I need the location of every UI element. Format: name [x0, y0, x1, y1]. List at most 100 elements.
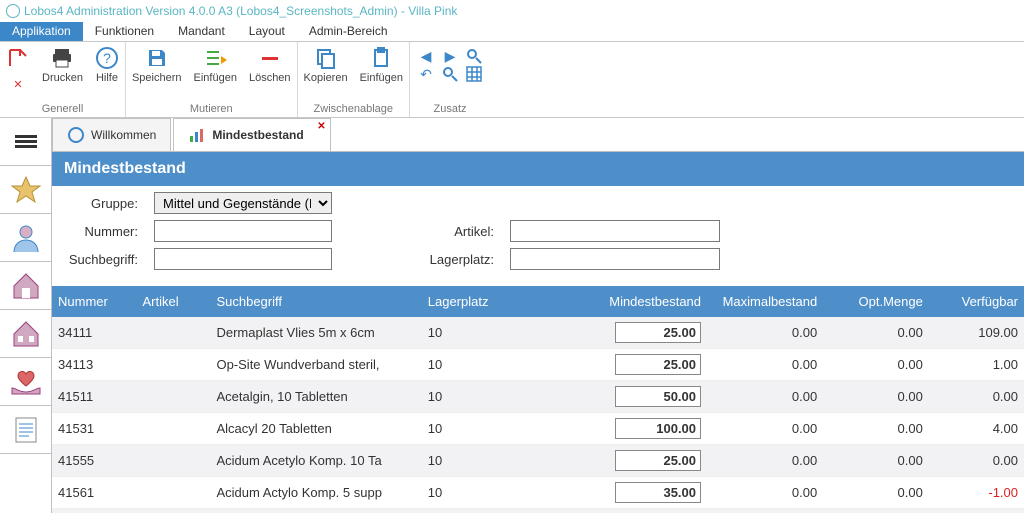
- lagerplatz-input[interactable]: [510, 248, 720, 270]
- loeschen-button[interactable]: Löschen: [249, 46, 291, 84]
- einfuegen-label: Einfügen: [194, 72, 237, 84]
- mindest-input[interactable]: 25.00: [615, 322, 701, 343]
- prev-icon[interactable]: ◀: [418, 48, 434, 64]
- ribbon-export-icon[interactable]: ✕: [6, 46, 30, 96]
- rail-hands[interactable]: [0, 358, 51, 406]
- artikel-input[interactable]: [510, 220, 720, 242]
- grid-icon[interactable]: [466, 66, 482, 82]
- insert-icon: [203, 46, 227, 70]
- menu-layout[interactable]: Layout: [237, 22, 297, 41]
- hamburger-button[interactable]: [0, 118, 51, 166]
- undo-icon[interactable]: ↶: [418, 66, 434, 82]
- zoom-alt-icon[interactable]: [442, 66, 458, 82]
- speichern-label: Speichern: [132, 72, 182, 84]
- table-row[interactable]: 41571Spasmo-Cibalgin 5 Supp.100.000.000.…: [52, 509, 1024, 513]
- cell-artikel: [137, 477, 211, 509]
- col-artikel[interactable]: Artikel: [137, 286, 211, 317]
- col-lagerplatz[interactable]: Lagerplatz: [422, 286, 580, 317]
- ribbon-group-zwischenablage-label: Zwischenablage: [304, 103, 403, 115]
- tab-willkommen[interactable]: Willkommen: [52, 118, 171, 151]
- rail-star[interactable]: [0, 166, 51, 214]
- gruppe-label: Gruppe:: [60, 196, 138, 211]
- grid-header-row: Nummer Artikel Suchbegriff Lagerplatz Mi…: [52, 286, 1024, 317]
- cell-suchbegriff: Acidum Actylo Komp. 5 supp: [210, 477, 421, 509]
- cell-verfuegbar: 1.00: [929, 349, 1024, 381]
- cell-maximal: 0.00: [707, 413, 823, 445]
- main-area: Willkommen Mindestbestand ✕ Mindestbesta…: [0, 118, 1024, 513]
- cell-lagerplatz: 10: [422, 413, 580, 445]
- col-optmenge[interactable]: Opt.Menge: [823, 286, 929, 317]
- mindest-input[interactable]: 25.00: [615, 450, 701, 471]
- cell-nummer: 41561: [52, 477, 137, 509]
- app-logo-icon: [6, 4, 20, 18]
- menu-mandant[interactable]: Mandant: [166, 22, 237, 41]
- table-row[interactable]: 41531Alcacyl 20 Tabletten10100.000.000.0…: [52, 413, 1024, 445]
- star-icon: [10, 174, 42, 206]
- panel-header: Mindestbestand: [52, 152, 1024, 186]
- table-row[interactable]: 34113Op-Site Wundverband steril,1025.000…: [52, 349, 1024, 381]
- next-icon[interactable]: ▶: [442, 48, 458, 64]
- cell-mindest: 25.00: [580, 445, 707, 477]
- menu-funktionen[interactable]: Funktionen: [83, 22, 166, 41]
- suchbegriff-input[interactable]: [154, 248, 332, 270]
- cell-lagerplatz: 10: [422, 381, 580, 413]
- zusatz-row2: ↶: [418, 66, 482, 82]
- mindest-input[interactable]: 35.00: [615, 482, 701, 503]
- col-verfuegbar[interactable]: Verfügbar: [929, 286, 1024, 317]
- col-mindest[interactable]: Mindestbestand: [580, 286, 707, 317]
- printer-icon: [50, 46, 74, 70]
- table-row[interactable]: 41555Acidum Acetylo Komp. 10 Ta1025.000.…: [52, 445, 1024, 477]
- kopieren-button[interactable]: Kopieren: [304, 46, 348, 84]
- table-row[interactable]: 41511Acetalgin, 10 Tabletten1050.000.000…: [52, 381, 1024, 413]
- col-nummer[interactable]: Nummer: [52, 286, 137, 317]
- cell-mindest: 25.00: [580, 349, 707, 381]
- loeschen-label: Löschen: [249, 72, 291, 84]
- document-tabs: Willkommen Mindestbestand ✕: [52, 118, 1024, 152]
- hamburger-icon: [15, 133, 37, 150]
- cell-lagerplatz: 10: [422, 317, 580, 349]
- paste-icon: [369, 46, 393, 70]
- nummer-input[interactable]: [154, 220, 332, 242]
- chart-icon: [188, 126, 206, 144]
- gruppe-select[interactable]: Mittel und Gegenstände (Lis: [154, 192, 332, 214]
- cell-lagerplatz: 10: [422, 477, 580, 509]
- ribbon-group-zusatz-label: Zusatz: [416, 103, 484, 115]
- cell-lagerplatz: 10: [422, 509, 580, 513]
- rail-person[interactable]: [0, 214, 51, 262]
- house-icon: [10, 270, 42, 302]
- search-icon[interactable]: [466, 48, 482, 64]
- mindest-input[interactable]: 25.00: [615, 354, 701, 375]
- tab-close-button[interactable]: ✕: [317, 121, 325, 132]
- col-suchbegriff[interactable]: Suchbegriff: [210, 286, 421, 317]
- hilfe-button[interactable]: ? Hilfe: [95, 46, 119, 84]
- cell-optmenge: 0.00: [823, 317, 929, 349]
- tab-mindestbestand[interactable]: Mindestbestand ✕: [173, 118, 330, 151]
- title-bar: Lobos4 Administration Version 4.0.0 A3 (…: [0, 0, 1024, 22]
- cell-nummer: 34111: [52, 317, 137, 349]
- mindest-input[interactable]: 100.00: [615, 418, 701, 439]
- cell-nummer: 34113: [52, 349, 137, 381]
- zusatz-row1: ◀ ▶: [418, 48, 482, 64]
- table-row[interactable]: 41561Acidum Actylo Komp. 5 supp1035.000.…: [52, 477, 1024, 509]
- cell-verfuegbar: 4.00: [929, 413, 1024, 445]
- mindest-input[interactable]: 50.00: [615, 386, 701, 407]
- cell-verfuegbar: 109.00: [929, 317, 1024, 349]
- table-row[interactable]: 34111Dermaplast Vlies 5m x 6cm1025.000.0…: [52, 317, 1024, 349]
- einfuegen-button[interactable]: Einfügen: [194, 46, 237, 84]
- rail-house2[interactable]: [0, 310, 51, 358]
- rail-document[interactable]: [0, 406, 51, 454]
- cell-suchbegriff: Spasmo-Cibalgin 5 Supp.: [210, 509, 421, 513]
- nummer-label: Nummer:: [60, 224, 138, 239]
- menu-applikation[interactable]: Applikation: [0, 22, 83, 41]
- drucken-button[interactable]: Drucken: [42, 46, 83, 84]
- cell-artikel: [137, 317, 211, 349]
- rail-house[interactable]: [0, 262, 51, 310]
- col-maximal[interactable]: Maximalbestand: [707, 286, 823, 317]
- ribbon-group-mutieren: Speichern Einfügen Löschen Mutieren: [126, 42, 298, 117]
- cell-artikel: [137, 509, 211, 513]
- menu-admin-bereich[interactable]: Admin-Bereich: [297, 22, 400, 41]
- cell-nummer: 41511: [52, 381, 137, 413]
- tab-mindestbestand-label: Mindestbestand: [212, 128, 303, 142]
- einfuegen2-button[interactable]: Einfügen: [360, 46, 403, 84]
- speichern-button[interactable]: Speichern: [132, 46, 182, 84]
